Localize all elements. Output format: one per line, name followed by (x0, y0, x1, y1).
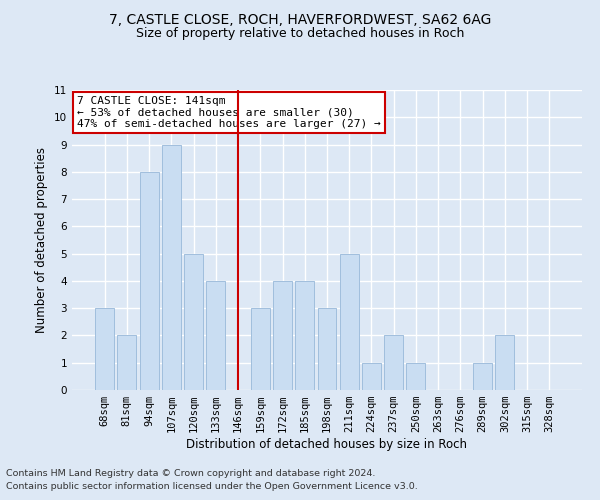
Bar (473, 362, 492, 390)
Bar (95, 308, 114, 390)
Bar (162, 144, 181, 390)
Bar (362, 362, 381, 390)
Bar (118, 336, 136, 390)
Bar (273, 281, 292, 390)
Text: Contains HM Land Registry data © Crown copyright and database right 2024.: Contains HM Land Registry data © Crown c… (6, 468, 376, 477)
Text: Size of property relative to detached houses in Roch: Size of property relative to detached ho… (136, 28, 464, 40)
Bar (340, 254, 359, 390)
Bar (496, 336, 514, 390)
X-axis label: Distribution of detached houses by size in Roch: Distribution of detached houses by size … (187, 438, 467, 451)
Bar (295, 281, 314, 390)
Bar (317, 308, 337, 390)
Bar (406, 362, 425, 390)
Bar (251, 308, 270, 390)
Bar (206, 281, 225, 390)
Text: 7 CASTLE CLOSE: 141sqm
← 53% of detached houses are smaller (30)
47% of semi-det: 7 CASTLE CLOSE: 141sqm ← 53% of detached… (77, 96, 381, 129)
Bar (384, 336, 403, 390)
Text: 7, CASTLE CLOSE, ROCH, HAVERFORDWEST, SA62 6AG: 7, CASTLE CLOSE, ROCH, HAVERFORDWEST, SA… (109, 12, 491, 26)
Bar (140, 172, 158, 390)
Bar (184, 254, 203, 390)
Y-axis label: Number of detached properties: Number of detached properties (35, 147, 49, 333)
Text: Contains public sector information licensed under the Open Government Licence v3: Contains public sector information licen… (6, 482, 418, 491)
